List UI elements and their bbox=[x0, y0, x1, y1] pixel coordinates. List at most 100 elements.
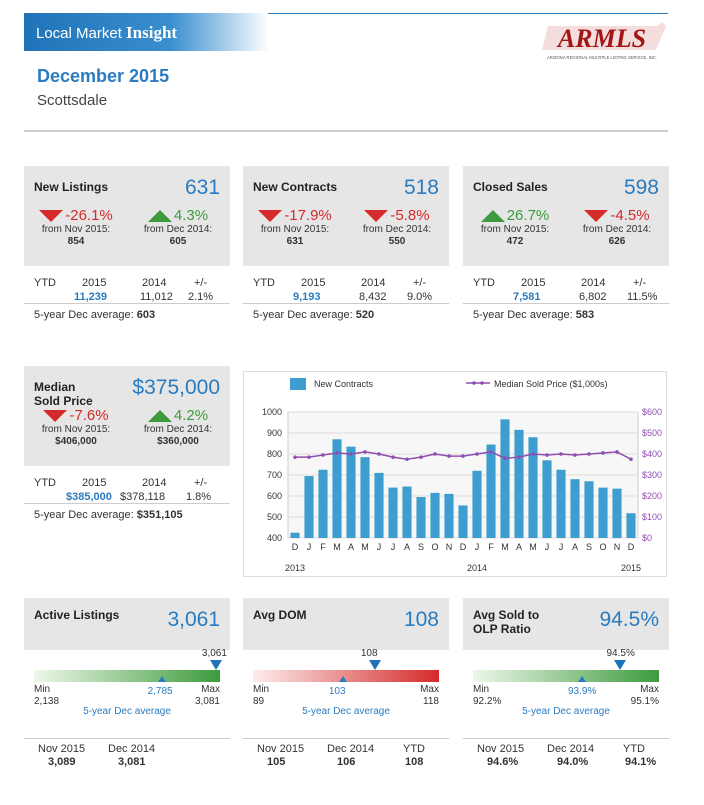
change-vs-prev-year: 4.2% from Dec 2014: $360,000 bbox=[128, 408, 228, 448]
ytd-year-current: 2015 bbox=[82, 277, 107, 289]
y-right-tick-label: $600 bbox=[642, 407, 662, 417]
price-point bbox=[447, 454, 451, 458]
change-pct: 4.3% bbox=[173, 207, 209, 224]
ytd-year-prev: 2014 bbox=[361, 277, 386, 289]
y-right-tick-label: $300 bbox=[642, 470, 662, 480]
down-arrow-icon bbox=[258, 210, 283, 222]
contracts-bar bbox=[514, 429, 524, 538]
gauge-max-label: Max bbox=[201, 684, 220, 695]
stat-title: New Contracts bbox=[253, 180, 338, 194]
gauge-value: 108 bbox=[403, 608, 439, 631]
gauge-card-header: Active Listings 3,061 bbox=[24, 598, 230, 650]
ytd-change-header: +/- bbox=[194, 477, 208, 489]
change-pct: -26.1% bbox=[65, 207, 113, 224]
gauge-min-label: Min bbox=[253, 684, 270, 695]
history-label: Nov 2015 bbox=[257, 743, 305, 755]
ytd-label: YTD bbox=[253, 277, 275, 289]
change-value: 472 bbox=[506, 236, 524, 247]
history-value: 105 bbox=[267, 756, 286, 768]
up-arrow-icon bbox=[147, 410, 172, 422]
x-tick-label: S bbox=[586, 542, 592, 552]
stat-value: 598 bbox=[623, 176, 659, 199]
change-label: from Dec 2014: bbox=[362, 224, 432, 235]
change-value: 550 bbox=[388, 236, 406, 247]
x-tick-label: J bbox=[559, 542, 564, 552]
ytd-label: YTD bbox=[473, 277, 495, 289]
change-pct: -7.6% bbox=[69, 407, 109, 424]
x-tick-label: F bbox=[320, 542, 326, 552]
stat-card: New Contracts 518 -17.9% from Nov 2015: … bbox=[243, 166, 449, 326]
gauge-card-header: Avg DOM 108 bbox=[243, 598, 449, 650]
gauge-min-value: 2,138 bbox=[34, 696, 60, 707]
x-tick-label: D bbox=[292, 542, 299, 552]
stat-value: 631 bbox=[184, 176, 220, 199]
ytd-year-current: 2015 bbox=[521, 277, 546, 289]
ytd-change-value: 11.5% bbox=[627, 291, 658, 303]
gauge-title: Active Listings bbox=[34, 608, 120, 622]
gauge-average-label: 5-year Dec average bbox=[302, 706, 390, 717]
y-right-tick-label: $400 bbox=[642, 449, 662, 459]
ytd-value-current: 11,239 bbox=[74, 291, 108, 303]
header-separator bbox=[24, 130, 668, 132]
price-point bbox=[615, 450, 619, 454]
avg-label: 5-year Dec average: bbox=[34, 309, 134, 321]
gauge-current-label: 3,061 bbox=[201, 648, 227, 659]
legend-label: New Contracts bbox=[314, 379, 374, 389]
contracts-price-chart: 1000 900 800 700 600 500 400 $600 $500 $400 $300 $2… bbox=[243, 371, 667, 577]
change-vs-prev-month: -26.1% from Nov 2015: 854 bbox=[26, 207, 126, 248]
history-value: 3,089 bbox=[48, 756, 76, 768]
change-label: from Nov 2015: bbox=[41, 424, 111, 435]
contracts-bar bbox=[388, 487, 398, 538]
y-left-tick-label: 500 bbox=[267, 512, 282, 522]
ytd-change-value: 9.0% bbox=[407, 291, 433, 303]
change-value: $360,000 bbox=[157, 436, 199, 447]
y-right-tick-label: $200 bbox=[642, 491, 662, 501]
x-tick-label: A bbox=[516, 542, 522, 552]
range-gauge: 108 Min 89 103 Max 118 5-year Dec averag… bbox=[243, 648, 449, 750]
gauge-min-value: 89 bbox=[253, 696, 265, 707]
contracts-bar bbox=[598, 487, 608, 538]
history-value: 3,081 bbox=[118, 756, 146, 768]
header-rule bbox=[268, 13, 668, 14]
contracts-bar bbox=[458, 505, 468, 538]
down-arrow-icon bbox=[43, 410, 68, 422]
price-point bbox=[419, 455, 423, 459]
gauge-current-label: 108 bbox=[360, 648, 378, 659]
x-tick-label: J bbox=[377, 542, 382, 552]
contracts-bar bbox=[612, 488, 622, 538]
x-tick-label: D bbox=[460, 542, 467, 552]
change-value: 631 bbox=[286, 236, 304, 247]
contracts-bar bbox=[318, 469, 328, 538]
contracts-bar bbox=[584, 481, 594, 538]
contracts-bar bbox=[290, 532, 300, 538]
x-tick-label: N bbox=[614, 542, 621, 552]
stat-card-header: New Listings 631 -26.1% from Nov 2015: 8… bbox=[24, 166, 230, 266]
five-year-average: 5-year Dec average: 603 bbox=[24, 304, 230, 326]
gauge-bar bbox=[253, 670, 439, 682]
gauge-history-row: Nov 2015 94.6% Dec 2014 94.0% YTD 94.1% bbox=[463, 738, 669, 776]
banner-prefix: Local Market bbox=[36, 25, 122, 42]
price-point bbox=[517, 455, 521, 459]
x-tick-label: F bbox=[488, 542, 494, 552]
y-left-tick-label: 1000 bbox=[262, 407, 282, 417]
price-point bbox=[335, 451, 339, 455]
contracts-bar bbox=[360, 457, 370, 538]
ytd-value-prev: 8,432 bbox=[359, 291, 387, 303]
ytd-row: YTD 2015 2014 +/- 11,239 11,012 2.1% bbox=[24, 266, 230, 304]
history-label: Nov 2015 bbox=[38, 743, 86, 755]
year-label: 2015 bbox=[621, 563, 641, 573]
price-point bbox=[405, 457, 409, 462]
gauge-max-label: Max bbox=[640, 684, 659, 695]
x-tick-label: D bbox=[628, 542, 635, 552]
x-tick-label: J bbox=[391, 542, 396, 552]
change-vs-prev-year: -5.8% from Dec 2014: 550 bbox=[347, 208, 447, 248]
stat-title: Median Sold Price bbox=[34, 380, 93, 408]
price-point bbox=[321, 453, 325, 457]
stat-card-header: Closed Sales 598 26.7% from Nov 2015: 47… bbox=[463, 166, 669, 266]
five-year-average: 5-year Dec average: 520 bbox=[243, 304, 449, 326]
price-point bbox=[377, 452, 381, 456]
history-label: YTD bbox=[623, 743, 645, 755]
gauge-value: 3,061 bbox=[167, 608, 220, 631]
history-value: 94.0% bbox=[557, 756, 589, 768]
gauge-max-value: 118 bbox=[423, 696, 439, 707]
